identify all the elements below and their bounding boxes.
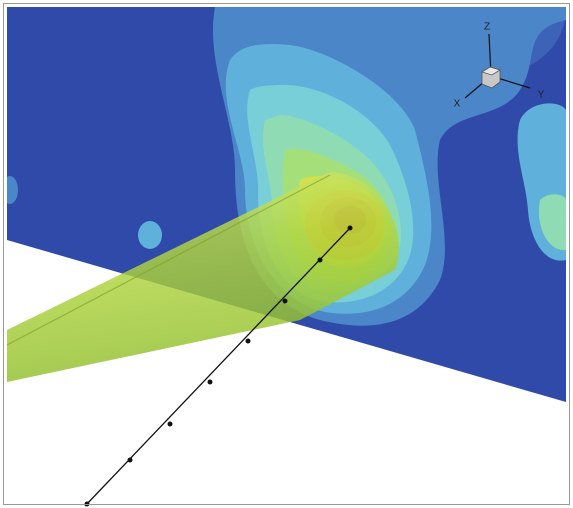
page: Z X Y (() => { const data = JSON.parse(d… <box>0 0 573 508</box>
x-axis-label: X <box>454 99 461 110</box>
z-axis-label: Z <box>484 22 490 33</box>
visualization: Z X Y <box>0 0 573 508</box>
y-axis-label: Y <box>538 90 545 101</box>
